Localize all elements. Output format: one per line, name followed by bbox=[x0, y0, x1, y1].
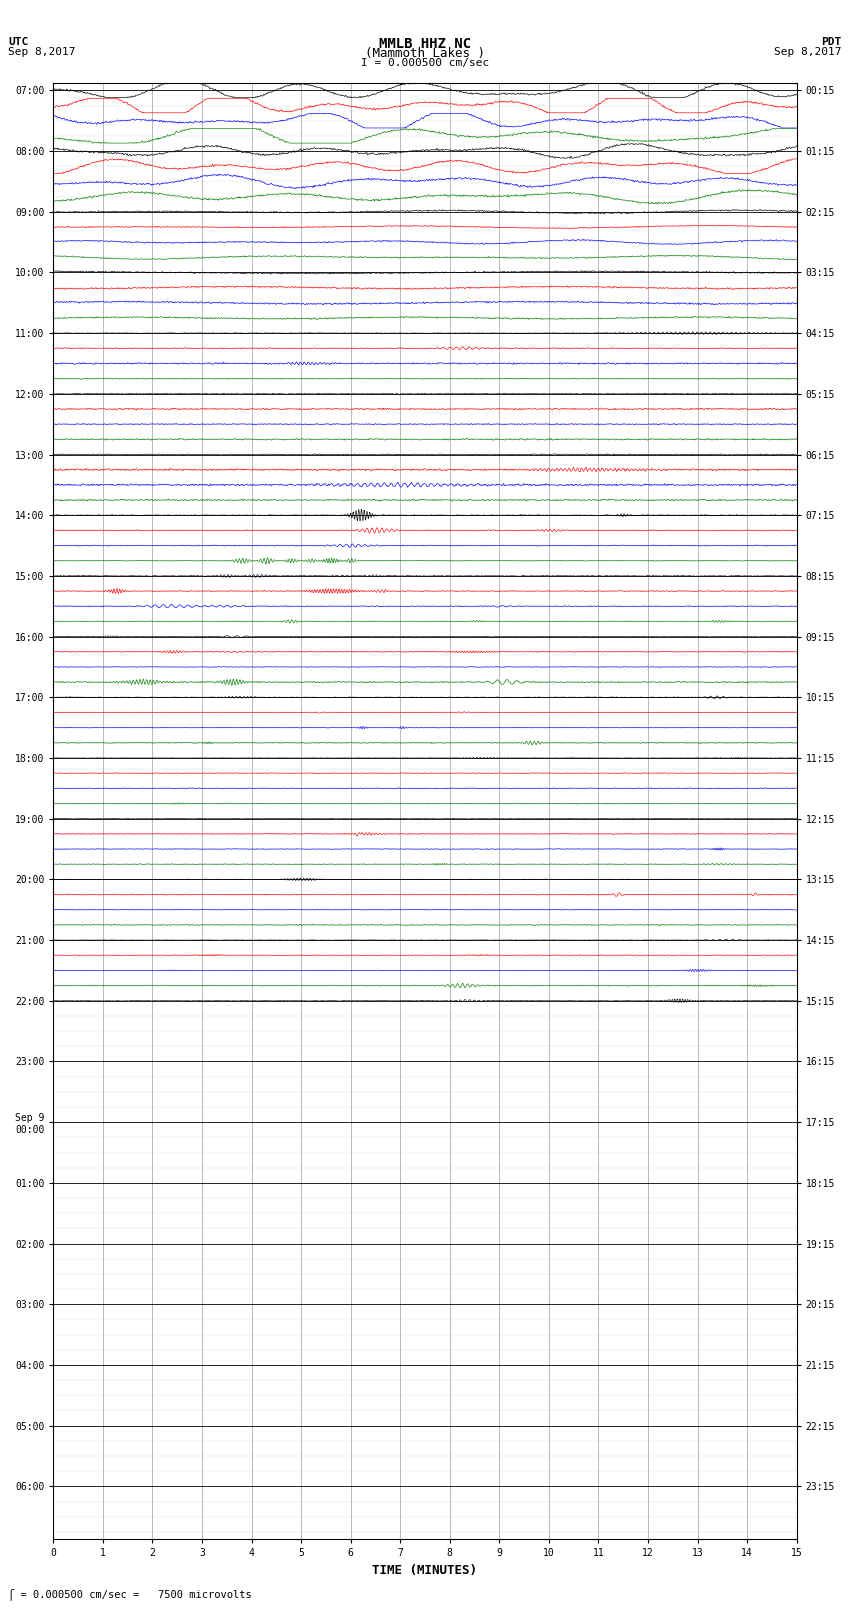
X-axis label: TIME (MINUTES): TIME (MINUTES) bbox=[372, 1565, 478, 1578]
Text: Sep 8,2017: Sep 8,2017 bbox=[774, 47, 842, 56]
Text: I = 0.000500 cm/sec: I = 0.000500 cm/sec bbox=[361, 58, 489, 68]
Text: (Mammoth Lakes ): (Mammoth Lakes ) bbox=[365, 47, 485, 60]
Text: PDT: PDT bbox=[821, 37, 842, 47]
Text: ⎧ = 0.000500 cm/sec =   7500 microvolts: ⎧ = 0.000500 cm/sec = 7500 microvolts bbox=[8, 1589, 252, 1600]
Text: Sep 8,2017: Sep 8,2017 bbox=[8, 47, 76, 56]
Text: UTC: UTC bbox=[8, 37, 29, 47]
Text: MMLB HHZ NC: MMLB HHZ NC bbox=[379, 37, 471, 52]
